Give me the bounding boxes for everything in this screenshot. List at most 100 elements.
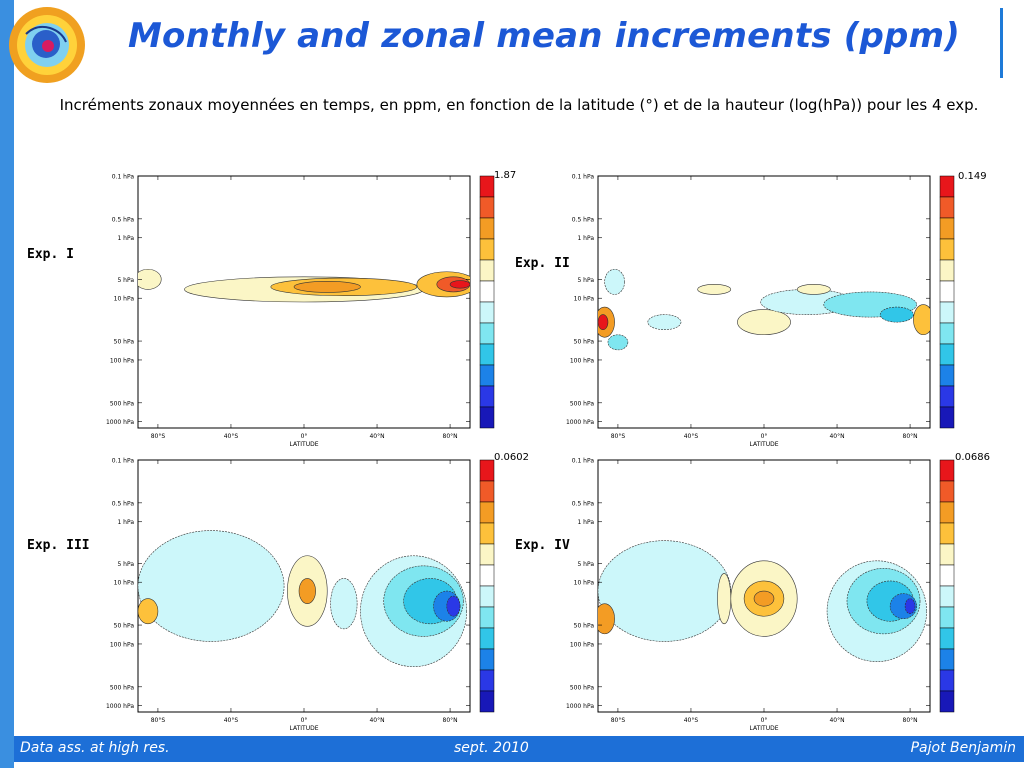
contour-region [697, 284, 732, 295]
colorbar-swatch [479, 301, 495, 324]
contour-region [607, 334, 629, 351]
colorbar-swatch [479, 585, 495, 608]
colorbar-swatch [479, 690, 495, 713]
colorbar-swatch [479, 480, 495, 503]
y-tick-label: 1 hPa [577, 519, 594, 526]
x-tick-label: 80°S [151, 717, 166, 724]
x-axis-label: LATITUDE [289, 441, 318, 448]
y-tick-label: 10 hPa [114, 580, 135, 587]
colorbar-swatch [939, 238, 955, 261]
y-tick-label: 500 hPa [570, 400, 595, 407]
x-tick-label: 40°N [829, 717, 844, 724]
colorbar-swatch [479, 343, 495, 366]
colorbar-swatch [479, 606, 495, 629]
contour-region [138, 530, 285, 642]
contour-region [647, 314, 682, 331]
colorbar-swatch [939, 648, 955, 671]
x-tick-label: 80°N [903, 433, 918, 440]
footer-bar: Data ass. at high res. sept. 2010 Pajot … [14, 736, 1024, 762]
y-tick-label: 500 hPa [570, 684, 595, 691]
y-tick-label: 0.5 hPa [112, 216, 135, 223]
colorbar-swatch [939, 480, 955, 503]
x-tick-label: 80°N [903, 717, 918, 724]
y-tick-label: 1000 hPa [566, 703, 594, 710]
y-tick-label: 100 hPa [570, 641, 595, 648]
y-tick-label: 500 hPa [110, 400, 135, 407]
colorbar-swatch [479, 238, 495, 261]
globe-logo-icon [9, 7, 85, 83]
x-tick-label: 40°N [369, 433, 384, 440]
y-tick-label: 1000 hPa [566, 419, 594, 426]
x-tick-label: 40°S [684, 717, 699, 724]
y-tick-label: 1 hPa [577, 235, 594, 242]
y-tick-label: 0.5 hPa [572, 500, 595, 507]
y-tick-label: 0.1 hPa [112, 458, 135, 465]
y-tick-label: 1 hPa [117, 235, 134, 242]
colorbar-swatch [939, 196, 955, 219]
panel-label-exp-1: Exp. I [27, 247, 74, 262]
caption-text: Incréments zonaux moyennées en temps, en… [59, 96, 979, 114]
y-tick-label: 500 hPa [110, 684, 135, 691]
y-tick-label: 5 hPa [577, 277, 594, 284]
footer-date: sept. 2010 [454, 740, 529, 756]
footer-author: Pajot Benjamin [910, 740, 1016, 756]
contour-region [913, 304, 930, 336]
colorbar-swatch [939, 543, 955, 566]
contour-region [446, 595, 461, 617]
y-tick-label: 100 hPa [110, 357, 135, 364]
y-tick-label: 0.5 hPa [112, 500, 135, 507]
colorbar-swatch [479, 280, 495, 303]
colorbar-swatch [479, 543, 495, 566]
x-tick-label: 80°N [443, 717, 458, 724]
x-tick-label: 40°N [369, 717, 384, 724]
colorbar-swatch [479, 406, 495, 429]
panel-label-exp-2: Exp. II [515, 256, 570, 271]
colorbar-swatch [939, 259, 955, 282]
x-axis-label: LATITUDE [289, 725, 318, 732]
colorbar-swatch [939, 406, 955, 429]
title-band [92, 0, 1007, 84]
contour-region [598, 603, 615, 635]
y-tick-label: 1 hPa [117, 519, 134, 526]
x-tick-label: 80°S [151, 433, 166, 440]
x-tick-label: 0° [761, 717, 768, 724]
contour-region [598, 540, 732, 642]
colorbar-swatch [479, 385, 495, 408]
colorbar-swatch [939, 217, 955, 240]
contour-region [293, 281, 361, 293]
contour-region [138, 268, 162, 290]
colorbar-swatch [479, 259, 495, 282]
y-tick-label: 5 hPa [577, 561, 594, 568]
colorbar-swatch [939, 501, 955, 524]
y-tick-label: 0.5 hPa [572, 216, 595, 223]
x-tick-label: 0° [301, 717, 308, 724]
contour-region [717, 573, 732, 625]
contour-panel-exp-3: 0.1 hPa 0.5 hPa 1 hPa 5 hPa 10 hPa 50 hPa 100 … [106, 458, 495, 732]
colorbar-swatch [939, 459, 955, 482]
left-accent-bar [0, 0, 14, 768]
y-tick-label: 50 hPa [114, 339, 135, 346]
x-tick-label: 40°S [224, 433, 239, 440]
y-tick-label: 100 hPa [570, 357, 595, 364]
colorbar-swatch [479, 364, 495, 387]
y-tick-label: 10 hPa [114, 296, 135, 303]
contour-region [449, 280, 470, 289]
y-tick-label: 10 hPa [574, 580, 595, 587]
colorbar-swatch [939, 364, 955, 387]
colorbar-swatch [479, 459, 495, 482]
y-tick-label: 0.1 hPa [572, 458, 595, 465]
colorbar-swatch [479, 669, 495, 692]
x-tick-label: 80°S [611, 433, 626, 440]
contour-panel-exp-2: 0.1 hPa 0.5 hPa 1 hPa 5 hPa 10 hPa 50 hPa 100 … [566, 174, 955, 448]
footer-left: Data ass. at high res. [20, 740, 170, 756]
colorbar-swatch [939, 669, 955, 692]
y-tick-label: 100 hPa [110, 641, 135, 648]
colorbar-swatch [479, 501, 495, 524]
colorbar-swatch [939, 606, 955, 629]
colorbar-max-exp-4: 0.0686 [955, 452, 990, 463]
colorbar-swatch [939, 585, 955, 608]
colorbar-swatch [479, 217, 495, 240]
x-tick-label: 40°S [224, 717, 239, 724]
colorbar-swatch [939, 564, 955, 587]
y-tick-label: 50 hPa [574, 623, 595, 630]
